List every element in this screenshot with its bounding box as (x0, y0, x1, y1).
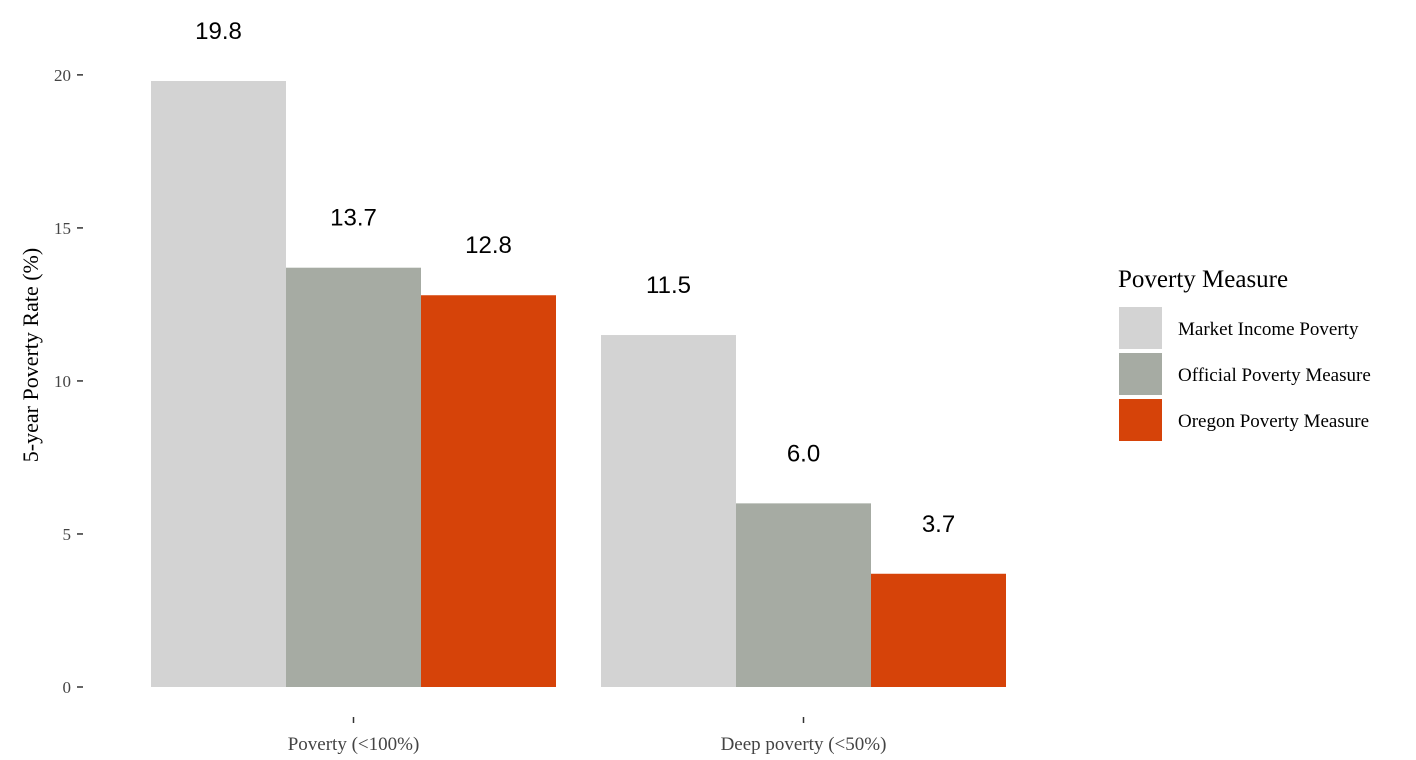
bar (151, 81, 286, 687)
y-tick-label: 15 (54, 219, 71, 238)
bar (421, 295, 556, 687)
legend-swatch (1119, 353, 1162, 395)
legend-label: Market Income Poverty (1178, 319, 1359, 340)
bar (286, 267, 421, 687)
data-label: 3.7 (922, 511, 955, 538)
legend: Poverty Measure Market Income Poverty Off… (1118, 266, 1371, 441)
x-axis: Poverty (<100%) Deep poverty (<50%) (288, 717, 887, 755)
data-label: 19.8 (195, 18, 242, 45)
bars (151, 81, 1006, 687)
legend-label: Oregon Poverty Measure (1178, 411, 1369, 432)
y-tick-label: 10 (54, 372, 71, 391)
bar (871, 573, 1006, 687)
legend-swatch (1119, 399, 1162, 441)
y-axis-label: 5-year Poverty Rate (%) (18, 248, 43, 462)
data-label: 12.8 (465, 232, 512, 259)
y-axis: 0 5 10 15 20 (54, 66, 83, 697)
data-label: 11.5 (646, 272, 691, 299)
bar (601, 335, 736, 687)
y-tick-label: 0 (63, 678, 72, 697)
x-category-label: Deep poverty (<50%) (721, 734, 887, 755)
y-tick-label: 5 (63, 525, 72, 544)
data-label: 13.7 (330, 205, 377, 232)
legend-label: Official Poverty Measure (1178, 365, 1371, 386)
y-tick-label: 20 (54, 66, 71, 85)
legend-title: Poverty Measure (1118, 266, 1288, 293)
x-category-label: Poverty (<100%) (288, 734, 420, 755)
data-labels: 19.8 13.7 12.8 11.5 6.0 3.7 (195, 18, 955, 538)
data-label: 6.0 (787, 440, 820, 467)
bar (736, 503, 871, 687)
legend-swatch (1119, 307, 1162, 349)
